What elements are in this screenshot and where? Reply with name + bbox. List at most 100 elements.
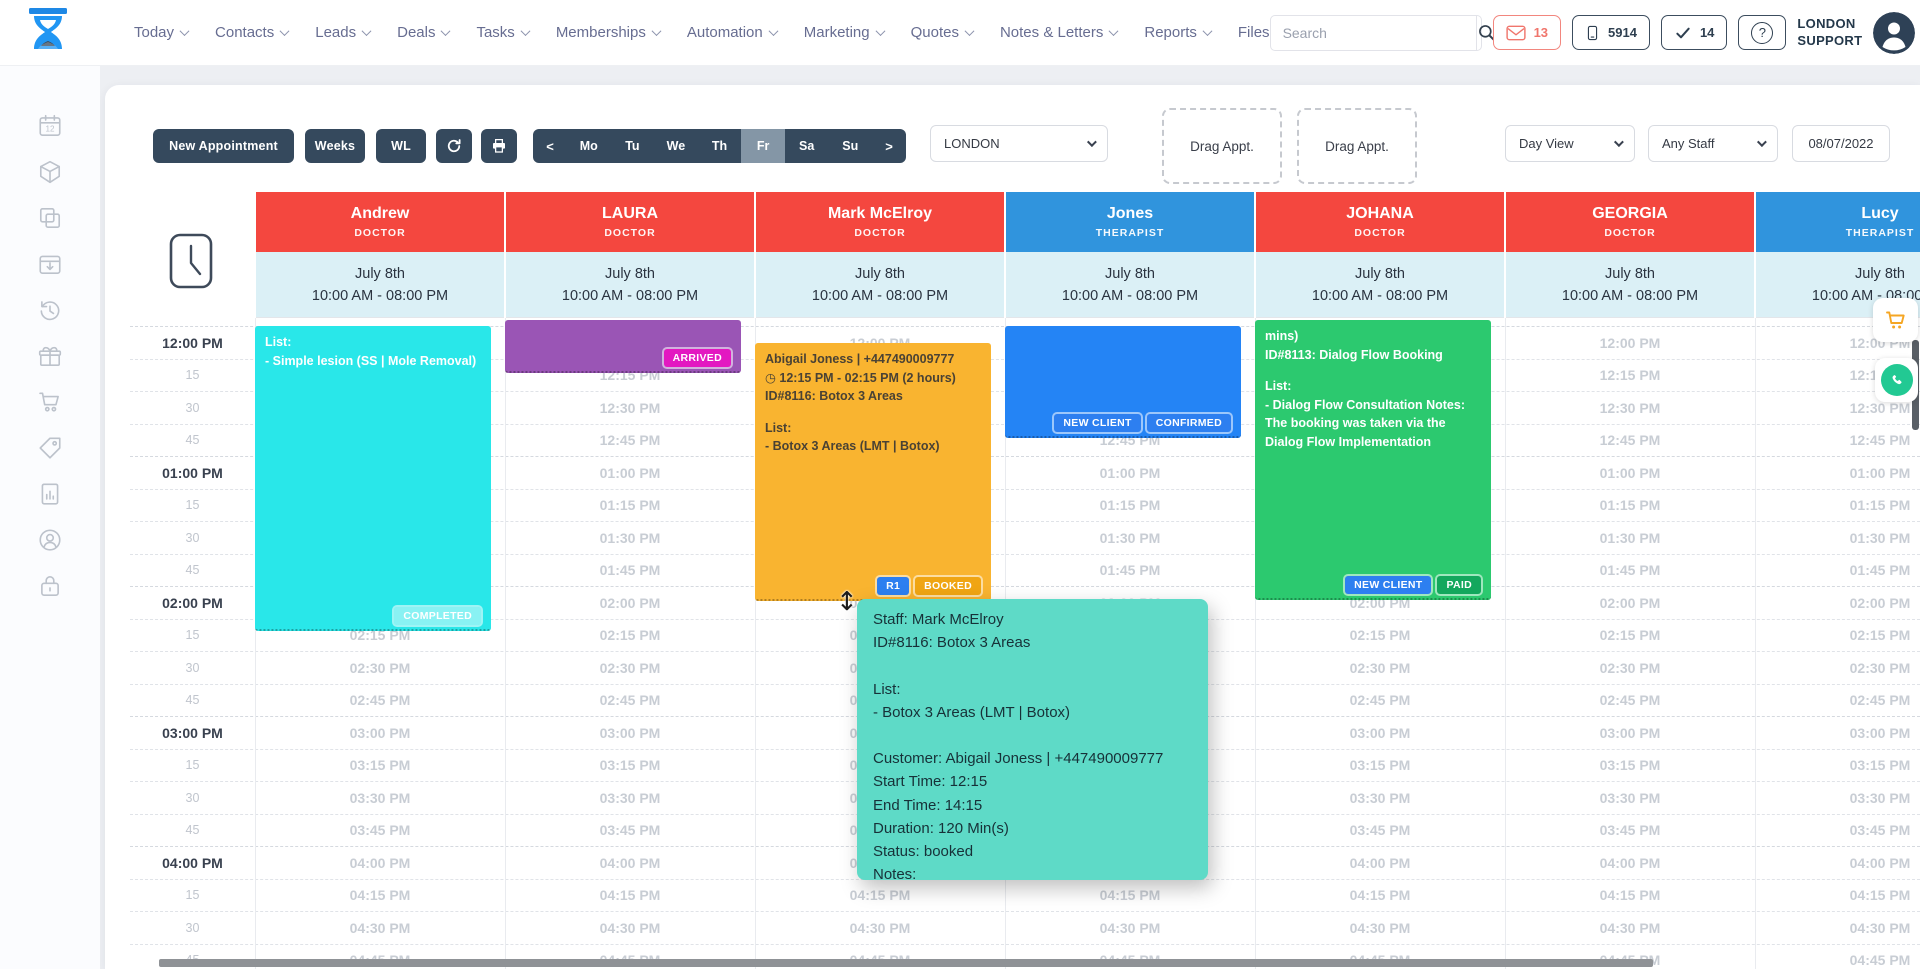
day-button-fr[interactable]: Fr	[741, 129, 785, 163]
phone-float-button[interactable]	[1875, 358, 1918, 402]
resize-cursor-icon: ↕	[836, 587, 858, 617]
column-date: July 8th	[1605, 265, 1655, 282]
next-day-button[interactable]: >	[885, 138, 893, 154]
sidebar-item-history[interactable]	[37, 297, 63, 323]
tooltip-text-line: Duration: 120 Min(s)	[873, 819, 1009, 837]
appointment-johana[interactable]: mins) ID#8113: Dialog Flow Booking List: - …	[1255, 320, 1491, 600]
weeks-button[interactable]: Weeks	[305, 129, 365, 163]
appointment-text-line: ID#8116: Botox 3 Areas	[765, 389, 903, 403]
appointment-mark-mcelroy[interactable]: Abigail Joness | +447490009777 ◷ 12:15 PM…	[755, 343, 991, 601]
appointment-text-line: Dialog Flow Implementation	[1265, 434, 1431, 449]
sidebar-item-gifts[interactable]	[37, 343, 63, 369]
appointment-badges: R1 BOOKED	[877, 577, 981, 595]
phone-counter-button[interactable]: 5914	[1572, 15, 1650, 50]
nav-item-deals[interactable]: Deals	[397, 24, 451, 41]
slot-time-label: 03:45 PM	[1349, 822, 1411, 838]
column-header-johana[interactable]: JOHANA DOCTOR	[1256, 192, 1504, 252]
nav-item-notes-letters[interactable]: Notes & Letters	[1000, 24, 1119, 41]
date-picker[interactable]: 08/07/2022	[1792, 125, 1890, 162]
search-input[interactable]	[1270, 24, 1476, 41]
help-button[interactable]: ?	[1738, 15, 1787, 50]
chevron-down-icon	[875, 26, 886, 37]
column-date: July 8th	[855, 265, 905, 282]
appointment-text-line: ◷ 12:15 PM - 02:15 PM (2 hours)	[765, 370, 956, 385]
appointment-jones[interactable]: NEW CLIENT CONFIRMED	[1005, 326, 1241, 438]
horizontal-scrollbar-thumb[interactable]	[159, 959, 1653, 967]
mail-counter-button[interactable]: 13	[1492, 15, 1562, 50]
chevron-down-icon	[651, 26, 662, 37]
slot-time-label: 01:30 PM	[1849, 529, 1911, 546]
day-button-su[interactable]: Su	[842, 139, 859, 153]
sidebar-item-rooms[interactable]	[37, 205, 63, 231]
nav-item-today[interactable]: Today	[134, 24, 190, 41]
new-appointment-button[interactable]: New Appointment	[153, 129, 294, 163]
slot-time-label: 04:30 PM	[1349, 919, 1411, 936]
column-header-jones[interactable]: Jones THERAPIST	[1006, 192, 1254, 252]
column-header-andrew[interactable]: Andrew DOCTOR	[256, 192, 504, 252]
slot-time-label: 03:15 PM	[1599, 757, 1661, 773]
refresh-button[interactable]	[436, 129, 472, 163]
slot-time-label: 04:15 PM	[1599, 887, 1661, 903]
slot-time-label: 03:00 PM	[599, 724, 661, 741]
slot-time-label: 02:30 PM	[1599, 659, 1661, 676]
time-gutter-label: 04:00 PM	[162, 854, 223, 871]
waitlist-button[interactable]: WL	[376, 129, 426, 163]
staff-role: DOCTOR	[354, 227, 406, 239]
slot-time-label: 03:30 PM	[1349, 789, 1411, 806]
day-button-tu[interactable]: Tu	[625, 139, 640, 153]
cart-float-button[interactable]	[1873, 298, 1918, 342]
tooltip-text-line: - Botox 3 Areas (LMT | Botox)	[873, 703, 1071, 721]
slot-time-label: 03:45 PM	[599, 822, 661, 838]
drag-appointment-slot-1[interactable]: Drag Appt.	[1162, 108, 1282, 184]
sidebar-item-lock[interactable]	[37, 573, 63, 599]
print-button[interactable]	[481, 129, 517, 163]
slot-time-label: 02:45 PM	[1349, 692, 1411, 708]
sidebar-item-calendar[interactable]: 12	[37, 113, 63, 139]
column-header-lucy[interactable]: Lucy THERAPIST	[1756, 192, 1920, 252]
sidebar-item-tags[interactable]	[37, 435, 63, 461]
sidebar-item-products[interactable]	[37, 159, 63, 185]
column-working-hours: 10:00 AM - 08:00 PM	[561, 287, 699, 304]
nav-item-memberships[interactable]: Memberships	[556, 24, 662, 41]
nav-item-files[interactable]: Files	[1238, 24, 1270, 41]
appointment-text-line: - Dialog Flow Consultation Notes:	[1265, 397, 1465, 412]
nav-item-marketing[interactable]: Marketing	[804, 24, 886, 41]
day-button-mo[interactable]: Mo	[579, 139, 598, 153]
slot-time-label: 03:45 PM	[1599, 822, 1661, 838]
sidebar-item-cart[interactable]	[37, 389, 63, 415]
nav-item-automation[interactable]: Automation	[687, 24, 779, 41]
sidebar-item-reports[interactable]	[37, 481, 63, 507]
day-button-th[interactable]: Th	[711, 139, 728, 153]
rooms-icon	[39, 207, 61, 229]
user-avatar[interactable]	[1873, 11, 1916, 54]
drag-appointment-slot-2[interactable]: Drag Appt.	[1297, 108, 1417, 184]
nav-item-contacts[interactable]: Contacts	[215, 24, 290, 41]
sidebar-item-clients[interactable]	[37, 527, 63, 553]
appointment-andrew[interactable]: List: - Simple lesion (SS | Mole Removal)…	[255, 326, 491, 631]
column-header-mark-mcelroy[interactable]: Mark McElroy DOCTOR	[756, 192, 1004, 252]
staff-filter-select[interactable]: Any Staff	[1648, 125, 1778, 162]
slot-time-label: 04:15 PM	[849, 887, 911, 903]
column-header-georgia[interactable]: GEORGIA DOCTOR	[1506, 192, 1754, 252]
tasks-counter-button[interactable]: 14	[1660, 15, 1728, 50]
nav-item-label: Leads	[315, 24, 357, 41]
nav-item-tasks[interactable]: Tasks	[476, 24, 531, 41]
appointment-badges: NEW CLIENT PAID	[1345, 576, 1481, 594]
calendar-grid[interactable]: 12:00 PM 15 30 45 01:00 PM 15 30 45 02:00 PM 15 30…	[105, 318, 1920, 969]
day-button-sa[interactable]: Sa	[799, 139, 815, 153]
nav-item-label: Today	[134, 24, 175, 41]
app-logo[interactable]	[28, 7, 68, 59]
grid-column-separator	[1505, 318, 1506, 969]
nav-item-leads[interactable]: Leads	[315, 24, 372, 41]
status-badge-paid: PAID	[1437, 576, 1481, 594]
nav-item-reports[interactable]: Reports	[1144, 24, 1213, 41]
appointment-laura[interactable]: ARRIVED	[505, 320, 741, 373]
location-select[interactable]: LONDON	[930, 125, 1108, 162]
day-button-we[interactable]: We	[666, 139, 686, 153]
prev-day-button[interactable]: <	[546, 138, 554, 154]
column-header-laura[interactable]: LAURA DOCTOR	[506, 192, 754, 252]
sidebar-item-bookings[interactable]	[37, 251, 63, 277]
calendar-icon: 12	[39, 114, 61, 137]
nav-item-quotes[interactable]: Quotes	[911, 24, 975, 41]
view-select[interactable]: Day View	[1505, 125, 1635, 162]
